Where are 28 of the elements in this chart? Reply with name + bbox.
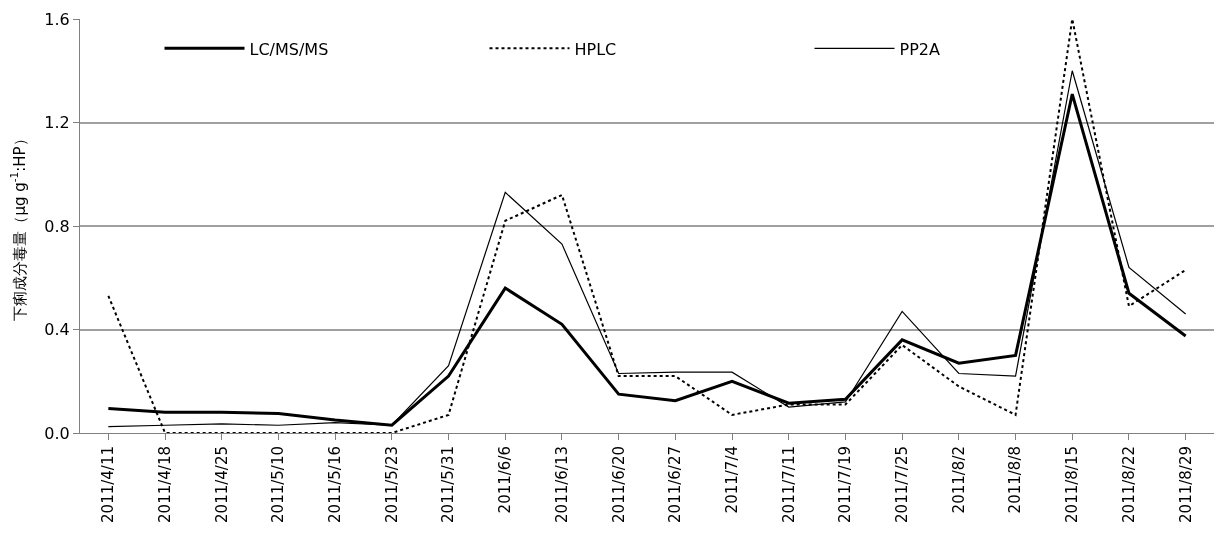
x-tick-label: 2011/4/11 xyxy=(99,446,118,523)
x-tick-label: 2011/4/25 xyxy=(212,446,231,523)
y-tick-label: 0.4 xyxy=(44,320,70,340)
x-tick-label: 2011/5/23 xyxy=(382,446,401,523)
x-tick-label: 2011/8/8 xyxy=(1006,446,1025,514)
y-tick-label: 0.8 xyxy=(44,216,70,236)
x-tick-label: 2011/6/20 xyxy=(609,446,628,523)
x-tick-label: 2011/5/31 xyxy=(439,446,458,523)
y-tick-label: 1.6 xyxy=(44,9,70,29)
x-tick-label: 2011/4/18 xyxy=(155,446,174,523)
x-tick-label: 2011/8/2 xyxy=(949,446,968,514)
y-tick-label: 1.2 xyxy=(44,113,70,133)
x-tick-label: 2011/7/19 xyxy=(836,446,855,523)
legend-label: HPLC xyxy=(574,39,617,59)
x-tick-label: 2011/6/27 xyxy=(666,446,685,523)
x-tick-label: 2011/5/16 xyxy=(326,446,345,523)
x-tick-label: 2011/6/6 xyxy=(496,446,515,514)
x-tick-label: 2011/7/4 xyxy=(722,446,741,514)
x-tick-label: 2011/7/25 xyxy=(893,446,912,523)
y-tick-label: 0.0 xyxy=(44,423,70,443)
legend-label: LC/MS/MS xyxy=(249,39,329,59)
x-tick-label: 2011/5/10 xyxy=(269,446,288,523)
x-tick-label: 2011/8/15 xyxy=(1063,446,1082,523)
x-tick-label: 2011/6/13 xyxy=(552,446,571,523)
x-tick-label: 2011/8/29 xyxy=(1176,446,1195,523)
legend-label: PP2A xyxy=(899,39,940,59)
x-tick-label: 2011/8/22 xyxy=(1119,446,1138,523)
x-tick-label: 2011/7/11 xyxy=(779,446,798,523)
